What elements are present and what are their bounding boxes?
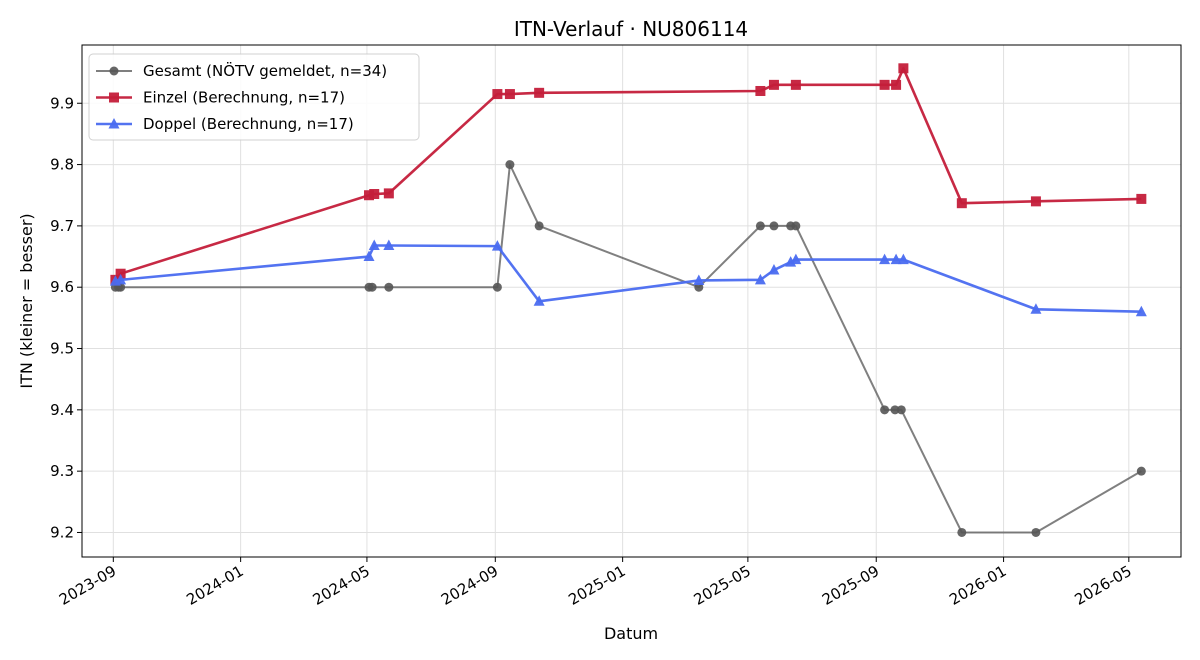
series-line [115, 244, 1142, 314]
data-point [790, 79, 801, 90]
data-point [879, 253, 891, 265]
data-point [956, 198, 967, 209]
data-point [534, 87, 545, 98]
legend-label: Gesamt (NÖTV gemeldet, n=34) [143, 61, 387, 80]
data-point [879, 79, 890, 90]
legend-item: Einzel (Berechnung, n=17) [96, 89, 345, 107]
x-tick-label: 2025-05 [691, 562, 754, 609]
legend-label: Doppel (Berechnung, n=17) [143, 115, 354, 133]
y-tick-label: 9.8 [50, 156, 74, 174]
y-axis: 9.2 9.3 9.4 9.5 9.6 9.7 9.8 9.9 [50, 94, 82, 541]
legend-marker [109, 92, 119, 103]
data-point [383, 188, 394, 199]
series-layer [109, 63, 1147, 537]
plot-area-frame [81, 44, 1182, 558]
data-point [1031, 527, 1041, 537]
y-tick-label: 9.5 [50, 340, 74, 358]
data-point [693, 274, 705, 285]
data-point [504, 89, 515, 100]
data-point [533, 295, 545, 306]
y-tick-label: 9.2 [50, 523, 74, 541]
x-axis: 2023-09 2024-01 2024-05 2024-09 2025-01 2025-… [56, 557, 1135, 609]
data-point [367, 282, 377, 292]
data-point [769, 221, 779, 231]
data-point [384, 282, 394, 292]
data-point [791, 221, 801, 231]
data-point [368, 239, 380, 251]
data-point [898, 63, 909, 74]
chart-title: ITN-Verlauf · NU806114 [514, 17, 748, 41]
series-triangle [109, 239, 1147, 317]
data-point [896, 405, 906, 415]
x-tick-label: 2023-09 [56, 562, 119, 609]
data-point [1135, 305, 1147, 317]
data-point [1136, 193, 1147, 204]
data-point [115, 273, 127, 285]
data-point [115, 268, 126, 279]
data-point [505, 160, 515, 170]
legend-label: Einzel (Berechnung, n=17) [143, 89, 345, 107]
data-point [768, 264, 780, 275]
data-point [1030, 303, 1042, 314]
legend-item: Doppel (Berechnung, n=17) [96, 115, 354, 133]
x-tick-label: 2025-01 [565, 562, 628, 609]
series-circle [110, 160, 1146, 537]
data-point [754, 273, 766, 285]
data-point [897, 253, 909, 265]
data-point [790, 253, 802, 265]
data-point [755, 221, 765, 231]
legend-marker [108, 118, 120, 129]
x-axis-label: Datum [604, 624, 658, 643]
data-point [492, 89, 503, 100]
legend-item: Gesamt (NÖTV gemeldet, n=34) [96, 61, 387, 80]
data-point [1136, 466, 1146, 476]
data-point [369, 189, 380, 200]
legend-box [88, 53, 420, 141]
data-point [491, 240, 503, 251]
data-point [363, 250, 375, 262]
legend: Gesamt (NÖTV gemeldet, n=34) Einzel (Bere… [88, 53, 420, 141]
data-point [1030, 196, 1041, 207]
data-point [492, 282, 502, 292]
x-tick-label: 2026-01 [946, 562, 1009, 609]
y-tick-label: 9.9 [50, 94, 74, 112]
y-axis-label: ITN (kleiner = besser) [17, 213, 36, 388]
data-point [891, 79, 902, 90]
x-tick-label: 2026-05 [1072, 562, 1135, 609]
data-point [768, 79, 779, 90]
x-tick-label: 2025-09 [819, 562, 882, 609]
data-point [383, 239, 395, 251]
series-square [110, 63, 1147, 285]
y-tick-label: 9.3 [50, 462, 74, 480]
y-tick-label: 9.6 [50, 278, 74, 296]
x-tick-label: 2024-05 [310, 562, 373, 609]
data-point [755, 85, 766, 96]
data-point [534, 221, 544, 231]
data-point [880, 405, 890, 415]
x-tick-label: 2024-09 [438, 562, 501, 609]
data-point [957, 527, 967, 537]
data-point [890, 253, 902, 265]
data-point [890, 405, 900, 415]
data-point [364, 190, 375, 201]
x-tick-label: 2024-01 [183, 562, 246, 609]
y-tick-label: 9.7 [50, 217, 74, 235]
y-tick-label: 9.4 [50, 401, 74, 419]
legend-marker [109, 66, 119, 76]
